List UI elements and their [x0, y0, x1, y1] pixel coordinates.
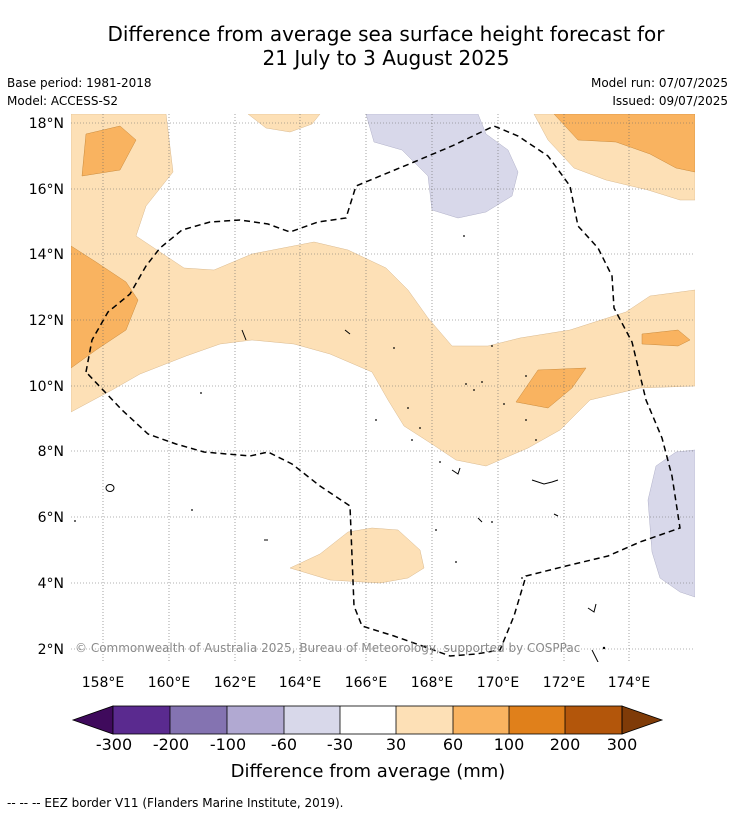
colorbar-seg-9	[565, 706, 622, 734]
cb-tick-100: 100	[493, 735, 525, 754]
cb-tick-60: 60	[442, 735, 464, 754]
islet-dots	[74, 235, 606, 650]
lon-label-168: 168°E	[411, 675, 454, 691]
lat-label-8: 8°N	[38, 444, 64, 460]
model-run-text: Model run: 07/07/2025	[590, 76, 728, 90]
cb-tick-m60: -60	[270, 735, 298, 754]
eez-border	[85, 125, 681, 657]
meta-right: Model run: 07/07/2025 Issued: 09/07/2025	[591, 74, 728, 110]
colorbar-extend-high	[621, 705, 664, 735]
contour-60-100-nw	[81, 125, 137, 177]
map-plot-area	[71, 114, 695, 662]
title-line-1: Difference from average sea surface heig…	[107, 22, 665, 46]
colorbar-seg-5	[340, 706, 396, 734]
lat-label-6: 6°N	[38, 510, 64, 526]
cb-tick-30: 30	[385, 735, 407, 754]
cb-tick-m300: -300	[95, 735, 133, 754]
contour-below-30-north	[365, 114, 519, 219]
colorbar-seg-7	[453, 706, 509, 734]
colorbar-dividers	[112, 705, 623, 735]
eez-footnote: -- -- -- EEZ border V11 (Flanders Marine…	[7, 796, 344, 810]
lat-label-2: 2°N	[38, 642, 64, 658]
lon-label-164: 164°E	[279, 675, 322, 691]
lat-label-4: 4°N	[38, 576, 64, 592]
cb-tick-300: 300	[606, 735, 638, 754]
colorbar-seg-4	[284, 706, 340, 734]
colorbar-label: Difference from average (mm)	[230, 761, 506, 782]
lat-label-12: 12°N	[29, 313, 64, 329]
contour-below-30-east	[647, 449, 695, 598]
lat-label-10: 10°N	[29, 379, 64, 395]
lon-label-158: 158°E	[82, 675, 125, 691]
lon-label-162: 162°E	[214, 675, 257, 691]
issued-text: Issued: 09/07/2025	[612, 94, 728, 108]
colorbar-seg-2	[170, 706, 227, 734]
model-text: Model: ACCESS-S2	[7, 94, 119, 108]
lat-tick-labels: 18°N 16°N 14°N 12°N 10°N 8°N 6°N 4°N 2°N	[29, 116, 64, 658]
cb-tick-m200: -200	[152, 735, 190, 754]
base-period-text: Base period: 1981-2018	[7, 76, 152, 90]
contour-60-100-east	[641, 329, 691, 347]
colorbar-seg-1	[113, 706, 170, 734]
lon-label-174: 174°E	[608, 675, 651, 691]
lon-label-172: 172°E	[543, 675, 586, 691]
colorbar-extend-low	[71, 705, 114, 735]
contour-60-100-central	[515, 367, 587, 409]
lon-label-166: 166°E	[345, 675, 388, 691]
lon-label-160: 160°E	[148, 675, 191, 691]
lat-label-14: 14°N	[29, 247, 64, 263]
chart-title: Difference from average sea surface heig…	[0, 22, 736, 70]
colorbar-seg-3	[227, 706, 284, 734]
map-gridlines	[71, 114, 695, 662]
map-figure: © Commonwealth of Australia 2025, Bureau…	[29, 114, 695, 691]
contour-30-60-south	[289, 527, 425, 584]
contour-60-100-ne	[553, 114, 695, 173]
colorbar	[71, 705, 664, 735]
copyright-text: © Commonwealth of Australia 2025, Bureau…	[75, 641, 580, 655]
colorbar-seg-6	[396, 706, 453, 734]
lat-label-18: 18°N	[29, 116, 64, 132]
lon-label-170: 170°E	[477, 675, 520, 691]
lon-tick-labels: 158°E 160°E 162°E 164°E 166°E 168°E 170°…	[82, 675, 651, 691]
contour-60-100-west	[71, 245, 139, 369]
cb-tick-200: 200	[549, 735, 581, 754]
island-outlines	[105, 329, 599, 662]
lat-label-16: 16°N	[29, 182, 64, 198]
colorbar-seg-8	[509, 706, 565, 734]
title-line-2: 21 July to 3 August 2025	[262, 46, 510, 70]
cb-tick-m100: -100	[209, 735, 247, 754]
meta-left: Base period: 1981-2018 Model: ACCESS-S2	[7, 74, 152, 110]
cb-tick-m30: -30	[326, 735, 354, 754]
